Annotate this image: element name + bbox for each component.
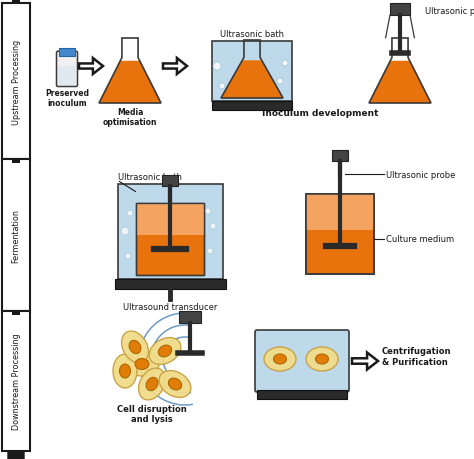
Circle shape bbox=[219, 84, 225, 90]
Bar bbox=[162, 175, 178, 186]
Ellipse shape bbox=[121, 331, 148, 363]
Text: Upstream Processing: Upstream Processing bbox=[11, 39, 20, 124]
Text: Media
optimisation: Media optimisation bbox=[103, 108, 157, 127]
Circle shape bbox=[277, 79, 283, 85]
Polygon shape bbox=[0, 451, 32, 459]
Text: Ultrasonic bath: Ultrasonic bath bbox=[220, 30, 284, 39]
Ellipse shape bbox=[158, 345, 172, 357]
Ellipse shape bbox=[149, 338, 181, 364]
Bar bbox=[2, 160, 30, 311]
Bar bbox=[332, 151, 348, 162]
Text: Ultrasonic probe: Ultrasonic probe bbox=[425, 7, 474, 16]
Circle shape bbox=[282, 61, 288, 67]
Text: Fermentation: Fermentation bbox=[11, 208, 20, 263]
Ellipse shape bbox=[146, 377, 158, 391]
Text: Centrifugation
& Purification: Centrifugation & Purification bbox=[382, 347, 452, 366]
Ellipse shape bbox=[159, 371, 191, 397]
Bar bbox=[2, 4, 30, 160]
Bar bbox=[136, 203, 204, 275]
Circle shape bbox=[210, 224, 216, 230]
Bar bbox=[212, 42, 292, 102]
Bar bbox=[306, 195, 374, 274]
Ellipse shape bbox=[125, 352, 159, 376]
Circle shape bbox=[213, 63, 221, 71]
Bar bbox=[306, 195, 374, 274]
Polygon shape bbox=[99, 62, 161, 104]
Bar bbox=[306, 195, 374, 230]
Bar bbox=[136, 203, 204, 275]
Text: Preserved
inoculum: Preserved inoculum bbox=[45, 89, 89, 108]
FancyBboxPatch shape bbox=[56, 52, 78, 87]
Polygon shape bbox=[79, 59, 103, 75]
Bar bbox=[212, 102, 292, 111]
Circle shape bbox=[125, 253, 131, 259]
Bar bbox=[12, 0, 20, 4]
Circle shape bbox=[121, 228, 129, 235]
Polygon shape bbox=[163, 59, 187, 75]
Text: Culture medium: Culture medium bbox=[386, 235, 454, 244]
Ellipse shape bbox=[119, 364, 130, 378]
Bar bbox=[179, 311, 201, 323]
Bar bbox=[257, 390, 347, 399]
Text: Ultrasound transducer: Ultrasound transducer bbox=[123, 303, 217, 312]
Polygon shape bbox=[221, 61, 283, 99]
Bar bbox=[12, 160, 20, 164]
Circle shape bbox=[205, 208, 211, 214]
Polygon shape bbox=[352, 353, 378, 369]
Text: Downstream Processing: Downstream Processing bbox=[11, 333, 20, 429]
Text: Ultrasonic probe: Ultrasonic probe bbox=[386, 170, 456, 179]
Text: Inoculum development: Inoculum development bbox=[262, 109, 378, 118]
Ellipse shape bbox=[113, 354, 137, 388]
Ellipse shape bbox=[264, 347, 296, 371]
Bar bbox=[118, 184, 222, 279]
Ellipse shape bbox=[316, 354, 328, 364]
Bar bbox=[136, 203, 204, 235]
Circle shape bbox=[207, 248, 213, 254]
FancyBboxPatch shape bbox=[255, 330, 349, 392]
Text: Ultrasonic bath: Ultrasonic bath bbox=[118, 172, 182, 181]
Ellipse shape bbox=[306, 347, 338, 371]
FancyBboxPatch shape bbox=[58, 67, 75, 86]
Polygon shape bbox=[369, 62, 431, 104]
Ellipse shape bbox=[129, 341, 141, 354]
Ellipse shape bbox=[138, 368, 165, 400]
Bar bbox=[390, 4, 410, 16]
Bar bbox=[115, 279, 226, 289]
Ellipse shape bbox=[168, 378, 182, 390]
Bar bbox=[12, 311, 20, 315]
Ellipse shape bbox=[273, 354, 286, 364]
Text: Cell disruption
and lysis: Cell disruption and lysis bbox=[117, 404, 187, 424]
Bar bbox=[59, 49, 75, 56]
Ellipse shape bbox=[135, 359, 149, 369]
Bar bbox=[2, 311, 30, 451]
Circle shape bbox=[127, 211, 133, 217]
